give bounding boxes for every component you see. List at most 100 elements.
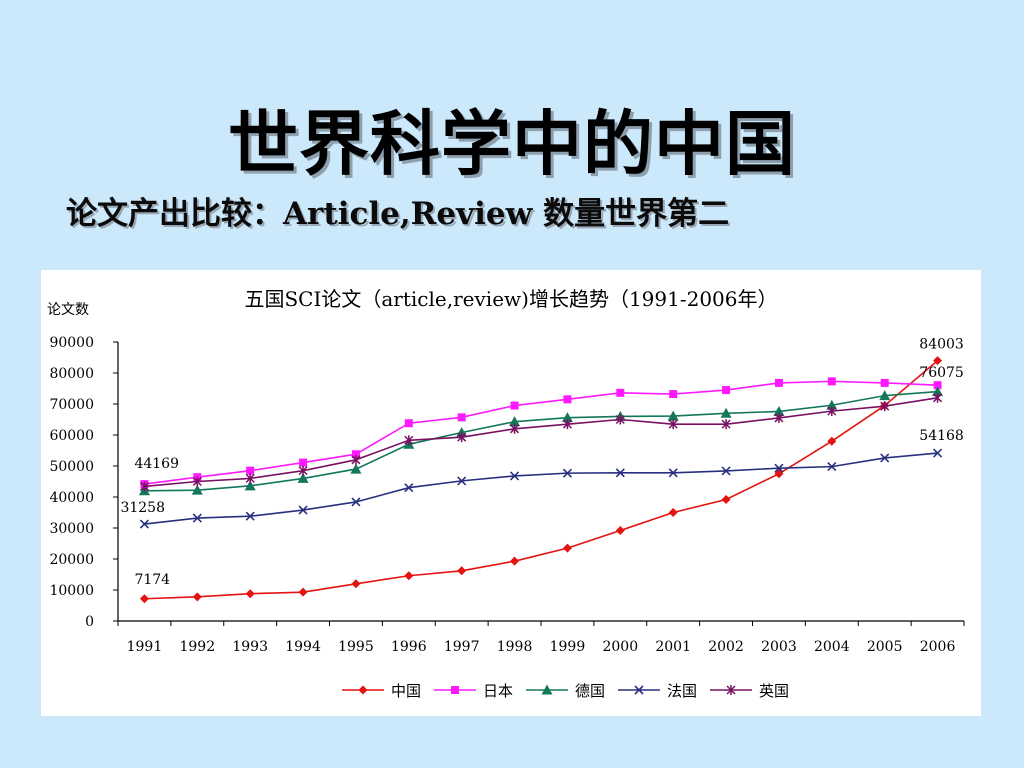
data-point — [457, 566, 467, 576]
data-point — [932, 386, 944, 397]
chart-title: 五国SCI论文（article,review)增长趋势（1991-2006年） — [244, 287, 777, 311]
y-tick-label: 70000 — [49, 397, 94, 413]
x-tick-label: 2004 — [814, 639, 850, 655]
data-point — [510, 556, 520, 566]
slide-title: 世界科学中的中国 — [228, 102, 796, 185]
legend-label: 日本 — [483, 682, 513, 700]
data-label: 7174 — [134, 572, 170, 588]
data-label: 31258 — [120, 500, 165, 516]
legend-label: 德国 — [575, 682, 605, 700]
legend-marker-stroke — [634, 685, 644, 695]
legend-item: 德国 — [526, 682, 605, 700]
line-chart: 五国SCI论文（article,review)增长趋势（1991-2006年） … — [47, 287, 965, 700]
data-point — [457, 476, 467, 486]
data-point — [563, 395, 572, 404]
data-point — [244, 480, 256, 491]
data-point — [245, 511, 255, 521]
data-point — [299, 458, 308, 467]
data-point — [720, 407, 732, 418]
series-0 — [139, 356, 943, 604]
data-label: 44169 — [134, 456, 179, 472]
data-point — [880, 453, 890, 463]
data-point — [827, 436, 837, 446]
data-point — [192, 592, 202, 602]
x-tick-label: 1995 — [338, 639, 374, 655]
data-point — [669, 390, 678, 399]
y-tick-label: 30000 — [49, 521, 94, 537]
data-point — [245, 589, 255, 599]
data-point — [510, 423, 520, 434]
data-point-stroke — [932, 448, 943, 458]
y-tick-label: 10000 — [49, 583, 94, 599]
data-point — [774, 412, 784, 423]
data-point — [827, 377, 836, 386]
x-tick-label: 1994 — [285, 639, 321, 655]
legend-marker — [634, 685, 644, 695]
data-point-stroke — [192, 513, 202, 523]
axes: 0 10000 20000 30000 40000 50000 60000 70000 8000… — [49, 335, 965, 655]
data-point-stroke — [404, 483, 414, 493]
data-point-stroke — [721, 466, 731, 476]
legend-label: 英国 — [759, 682, 789, 700]
x-tick-label: 1997 — [444, 639, 480, 655]
data-point — [615, 525, 625, 535]
data-point — [722, 386, 731, 395]
y-tick-label: 20000 — [49, 552, 94, 568]
data-point — [297, 472, 309, 483]
data-point — [668, 468, 678, 478]
annotation-layer: 84003 76075 54168 44169 31258 7174 — [120, 337, 963, 588]
x-tick-label: 2003 — [761, 639, 797, 655]
data-point — [721, 466, 731, 476]
data-point-stroke — [351, 497, 361, 507]
legend-marker — [726, 685, 736, 695]
x-tick-label: 2006 — [920, 639, 956, 655]
data-point-stroke — [774, 463, 784, 473]
data-point — [139, 594, 149, 604]
data-point — [350, 463, 362, 474]
legend-item: 法国 — [618, 682, 697, 700]
data-point — [351, 497, 361, 507]
data-point — [721, 494, 731, 504]
x-tick-label: 1992 — [179, 639, 215, 655]
data-point — [562, 543, 572, 553]
data-point — [615, 468, 625, 478]
chart-panel: 五国SCI论文（article,review)增长趋势（1991-2006年） … — [41, 270, 981, 716]
data-point — [880, 401, 890, 412]
data-point — [561, 412, 573, 423]
data-point — [246, 466, 255, 475]
legend-marker — [451, 686, 459, 694]
series-layer — [138, 356, 944, 604]
data-point-stroke — [298, 505, 308, 515]
series-line — [144, 359, 939, 600]
data-point — [457, 432, 467, 443]
data-point — [562, 468, 573, 478]
x-tick-label: 1999 — [550, 639, 586, 655]
x-tick-label: 2000 — [602, 639, 638, 655]
data-point — [192, 476, 202, 487]
data-point — [827, 406, 837, 417]
data-point-stroke — [509, 471, 520, 481]
data-point-stroke — [457, 476, 467, 486]
data-point — [298, 505, 308, 515]
data-point — [827, 462, 837, 472]
data-point — [509, 471, 520, 481]
data-point — [404, 419, 413, 428]
data-point — [773, 405, 785, 416]
x-tick-label: 1996 — [391, 639, 427, 655]
series-line — [144, 452, 938, 525]
data-point — [933, 356, 943, 366]
data-point — [774, 378, 783, 387]
legend-label: 法国 — [667, 682, 697, 700]
data-point — [404, 483, 414, 493]
y-tick-label: 90000 — [49, 335, 94, 351]
data-point — [826, 399, 838, 410]
x-tick-label: 1993 — [232, 639, 268, 655]
y-tick-label: 40000 — [49, 490, 94, 506]
data-label: 76075 — [919, 365, 964, 381]
series-line — [144, 397, 938, 488]
data-point — [667, 410, 679, 421]
legend-marker — [541, 684, 553, 695]
y-axis-label: 论文数 — [47, 302, 89, 318]
y-tick-label: 80000 — [49, 366, 94, 382]
data-point-stroke — [668, 468, 678, 478]
